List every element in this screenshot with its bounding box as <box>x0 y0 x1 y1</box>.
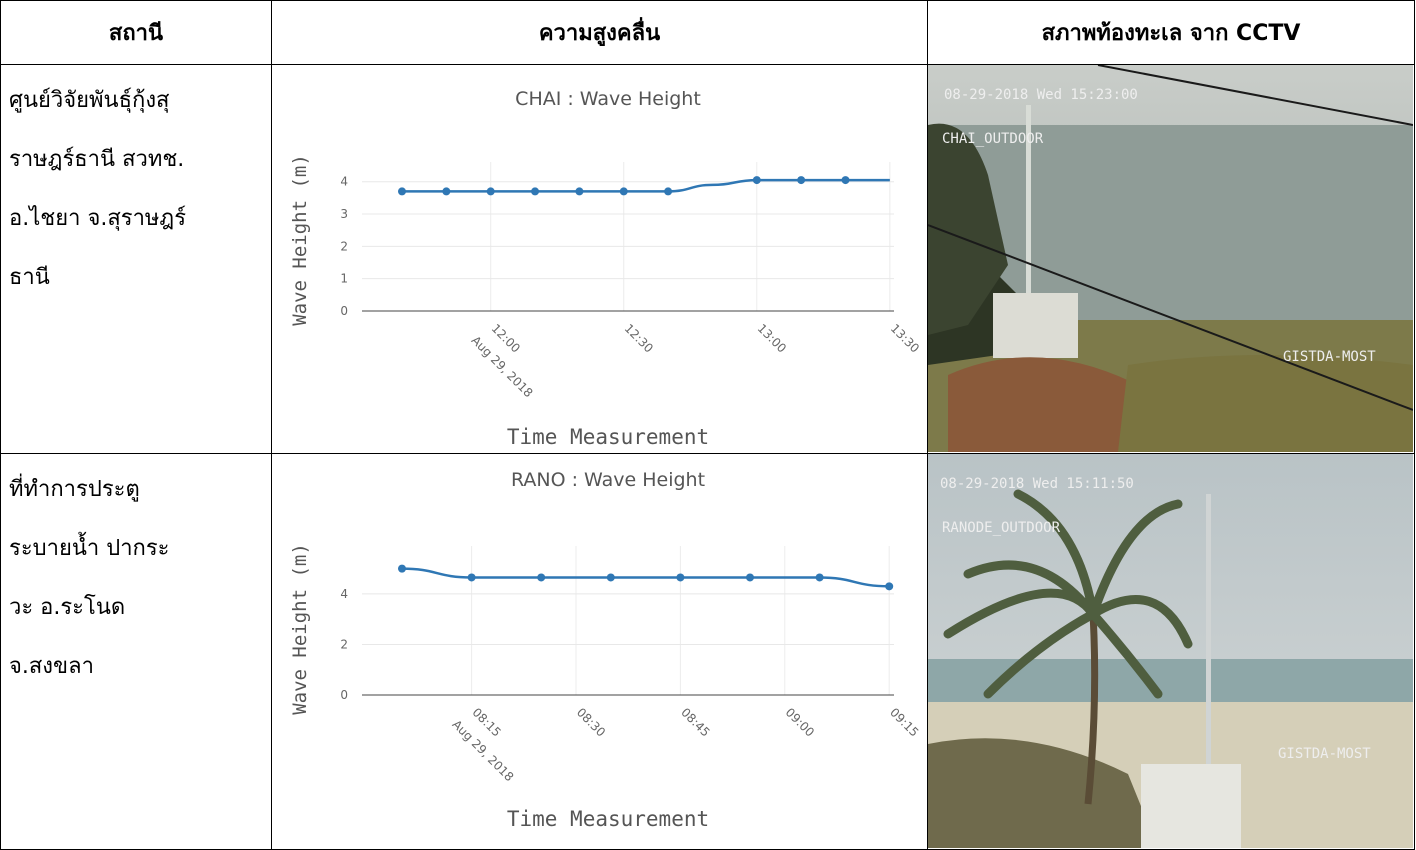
station-cell-chai: ศูนย์วิจัยพันธุ์กุ้งสุ ราษฎร์ธานี สวทช. … <box>0 64 272 454</box>
cctv-timestamp: 08-29-2018 Wed 15:23:00 <box>944 87 1138 103</box>
cctv-timestamp: 08-29-2018 Wed 15:11:50 <box>940 476 1134 492</box>
station-line: ที่ทำการประตู <box>9 477 140 502</box>
cctv-watermark: GISTDA-MOST <box>1283 349 1376 365</box>
series-line <box>402 178 890 193</box>
station-line: อ.ไชยา จ.สุราษฎร์ <box>9 206 187 231</box>
x-tick-label: 08:30 <box>574 705 608 739</box>
data-point <box>537 573 546 582</box>
chart-cell-rano: RANO : Wave Height 0 2 4 08:15 Aug 29, 2018 08… <box>271 453 928 850</box>
y-tick-label: 0 <box>340 304 348 318</box>
cctv-image-rano: 08-29-2018 Wed 15:11:50 RANODE_OUTDOOR G… <box>928 454 1413 848</box>
data-point <box>467 573 476 582</box>
header-station: สถานี <box>0 0 272 65</box>
chart-title: CHAI : Wave Height <box>515 88 701 110</box>
data-point <box>797 176 806 185</box>
y-axis-label: Wave Height (m) <box>289 154 311 326</box>
data-point <box>398 187 406 196</box>
y-tick-label: 2 <box>340 637 348 651</box>
header-wave-height: ความสูงคลื่น <box>271 0 928 65</box>
station-line: ราษฎร์ธานี สวทช. <box>9 147 185 172</box>
y-tick-label: 4 <box>340 175 348 189</box>
cctv-watermark: GISTDA-MOST <box>1278 746 1371 762</box>
cctv-camera-label: RANODE_OUTDOOR <box>942 520 1061 536</box>
x-tick-label: 08:45 <box>678 705 712 739</box>
data-point <box>815 573 824 582</box>
x-tick-label: 13:30 <box>888 321 922 355</box>
chart-title: RANO : Wave Height <box>511 469 705 491</box>
x-axis-label: Time Measurement <box>507 425 709 449</box>
station-line: ธานี <box>9 265 50 290</box>
y-tick-label: 4 <box>340 587 348 601</box>
header-cctv: สภาพท้องทะเล จาก CCTV <box>927 0 1415 65</box>
cctv-cell-rano: 08-29-2018 Wed 15:11:50 RANODE_OUTDOOR G… <box>927 453 1415 850</box>
cctv-camera-label: CHAI_OUTDOOR <box>942 131 1044 147</box>
x-tick-label: 12:30 <box>622 321 656 355</box>
station-cell-rano: ที่ทำการประตู ระบายน้ำ ปากระ วะ อ.ระโนด … <box>0 453 272 850</box>
station-line: ศูนย์วิจัยพันธุ์กุ้งสุ <box>9 88 170 113</box>
data-point <box>606 573 615 582</box>
data-point <box>885 582 894 591</box>
data-point <box>398 564 406 573</box>
x-tick-label: 09:00 <box>783 705 817 739</box>
data-point <box>575 187 584 196</box>
station-line: วะ อ.ระโนด <box>9 595 126 620</box>
x-axis-label: Time Measurement <box>507 807 709 831</box>
data-point <box>486 187 495 196</box>
y-tick-label: 2 <box>340 239 348 253</box>
y-tick-label: 1 <box>340 272 348 286</box>
data-point <box>531 187 540 196</box>
y-axis-label: Wave Height (m) <box>289 543 311 715</box>
data-point <box>746 573 754 582</box>
x-tick-label: 13:00 <box>755 321 789 355</box>
y-tick-label: 3 <box>340 207 348 221</box>
x-tick-label: 09:15 <box>887 705 921 739</box>
data-point <box>619 187 628 196</box>
chart-cell-chai: CHAI : Wave Height 0 1 2 3 4 12:00 Aug 29, 2018… <box>271 64 928 454</box>
data-point <box>676 573 685 582</box>
y-tick-label: 0 <box>340 688 348 702</box>
data-point <box>752 176 761 185</box>
cctv-image-chai: 08-29-2018 Wed 15:23:00 CHAI_OUTDOOR GIS… <box>928 65 1413 452</box>
data-point <box>841 176 850 185</box>
station-line: จ.สงขลา <box>9 654 94 679</box>
data-point <box>664 187 673 196</box>
data-point <box>442 187 451 196</box>
station-line: ระบายน้ำ ปากระ <box>9 536 170 561</box>
cctv-cell-chai: 08-29-2018 Wed 15:23:00 CHAI_OUTDOOR GIS… <box>927 64 1415 454</box>
series-line <box>401 567 890 588</box>
